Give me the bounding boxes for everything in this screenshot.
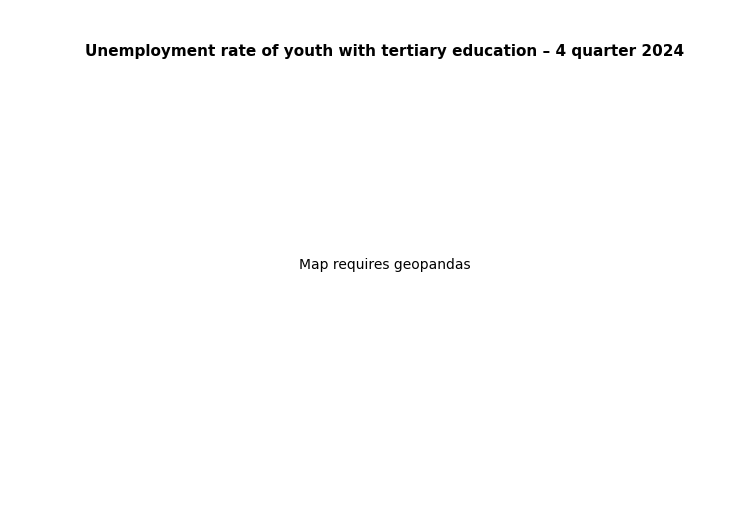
Text: Map requires geopandas: Map requires geopandas xyxy=(298,257,470,272)
Title: Unemployment rate of youth with tertiary education – 4 quarter 2024: Unemployment rate of youth with tertiary… xyxy=(85,44,684,59)
